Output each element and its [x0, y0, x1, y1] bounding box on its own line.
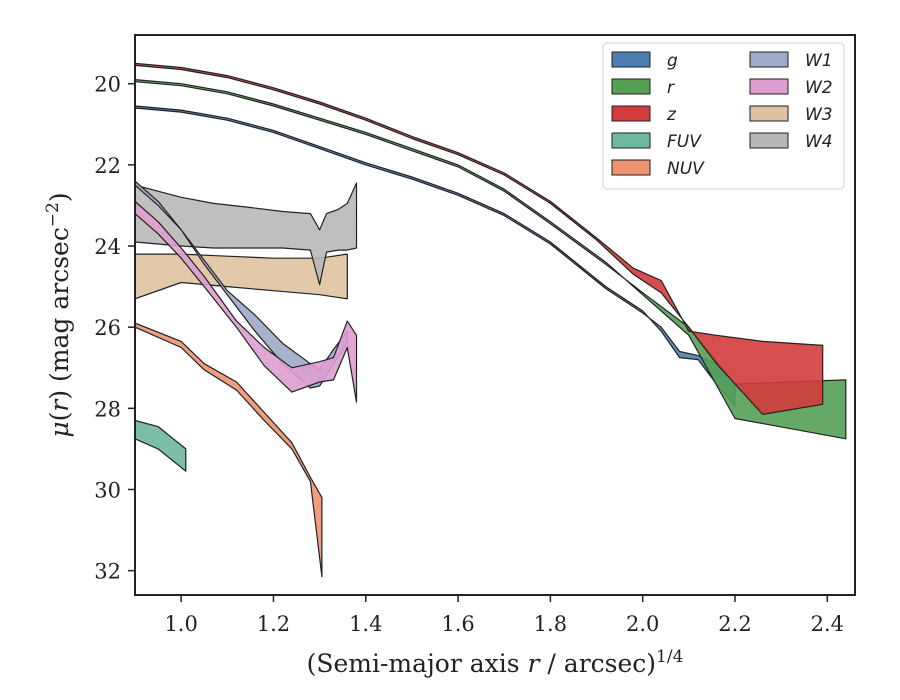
x-tick-label: 2.0 — [626, 612, 659, 636]
legend-label-g: g — [667, 51, 678, 71]
legend-label-nuv: NUV — [667, 159, 705, 179]
y-tick-label: 22 — [94, 154, 121, 178]
y-axis-label: μ(r) (mag arcsec−2) — [43, 192, 74, 437]
legend-swatch-g — [611, 51, 651, 68]
plot-area-series — [135, 62, 847, 578]
x-tick-label: 1.8 — [534, 612, 567, 636]
legend-label-w1: W1 — [805, 51, 833, 71]
x-tick-label: 2.2 — [718, 612, 751, 636]
legend-label-w3: W3 — [805, 105, 833, 125]
x-tick-label: 1.6 — [441, 612, 474, 636]
band-w4 — [135, 182, 358, 286]
legend-swatch-w1 — [749, 51, 789, 68]
band-nuv — [135, 322, 323, 578]
legend-label-fuv: FUV — [667, 132, 702, 152]
x-tick-label: 1.4 — [349, 612, 382, 636]
legend-swatch-r — [611, 78, 651, 95]
legend-label-w2: W2 — [805, 78, 833, 98]
legend-swatch-fuv — [611, 132, 651, 149]
plot-frame — [134, 34, 856, 596]
x-axis-ticks: 1.0 1.2 1.4 1.6 1.8 2.0 2.2 2.4 — [164, 595, 844, 636]
legend-swatch-nuv — [611, 159, 651, 176]
legend: grz FUV NUV W1 W2 W3 W4 — [602, 42, 845, 190]
legend-swatch-z — [611, 105, 651, 122]
y-tick-label: 28 — [94, 397, 121, 421]
legend-swatch-w4 — [749, 132, 789, 149]
y-axis-ticks: 20 22 24 26 28 30 32 — [94, 73, 135, 584]
legend-label-z: z — [666, 105, 677, 125]
x-tick-label: 1.0 — [164, 612, 197, 636]
y-tick-label: 26 — [94, 316, 121, 340]
x-axis-label: (Semi-major axis r / arcsec)1/4 — [307, 647, 684, 678]
legend-label-w4: W4 — [805, 132, 833, 152]
y-tick-label: 24 — [94, 235, 121, 259]
band-w2 — [135, 200, 358, 403]
legend-label-r: r — [667, 78, 675, 98]
band-z — [135, 62, 824, 415]
y-tick-label: 30 — [94, 478, 121, 502]
x-tick-label: 2.4 — [811, 612, 844, 636]
band-fuv — [135, 419, 187, 472]
y-tick-label: 32 — [94, 560, 121, 584]
legend-swatch-w3 — [749, 105, 789, 122]
x-tick-label: 1.2 — [257, 612, 290, 636]
y-tick-label: 20 — [94, 73, 121, 97]
legend-swatch-w2 — [749, 78, 789, 95]
